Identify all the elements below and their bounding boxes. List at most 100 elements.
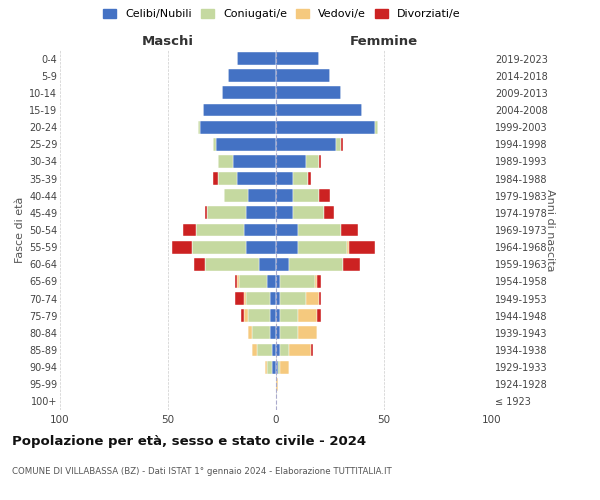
Bar — [293, 206, 323, 220]
Bar — [298, 326, 317, 340]
Bar — [214, 172, 218, 185]
Bar — [276, 326, 280, 340]
Bar — [252, 326, 269, 340]
Bar — [276, 378, 278, 390]
Bar — [205, 206, 207, 220]
Bar — [246, 240, 276, 254]
Bar — [280, 275, 315, 288]
Bar — [269, 326, 276, 340]
Bar — [241, 310, 244, 322]
Bar — [244, 224, 276, 236]
Bar — [272, 360, 276, 374]
Bar — [308, 172, 311, 185]
Bar — [280, 292, 306, 305]
Bar — [276, 240, 298, 254]
Text: COMUNE DI VILLABASSA (BZ) - Dati ISTAT 1° gennaio 2024 - Elaborazione TUTTITALIA: COMUNE DI VILLABASSA (BZ) - Dati ISTAT 1… — [12, 468, 392, 476]
Bar — [276, 258, 289, 270]
Text: Popolazione per età, sesso e stato civile - 2024: Popolazione per età, sesso e stato civil… — [12, 435, 366, 448]
Bar — [278, 360, 280, 374]
Bar — [235, 292, 244, 305]
Bar — [276, 86, 341, 100]
Bar — [343, 258, 360, 270]
Bar — [244, 292, 246, 305]
Bar — [276, 190, 293, 202]
Bar — [269, 292, 276, 305]
Bar — [198, 120, 200, 134]
Bar — [276, 344, 280, 356]
Bar — [341, 224, 358, 236]
Bar — [218, 172, 237, 185]
Bar — [237, 52, 276, 65]
Bar — [276, 275, 280, 288]
Bar — [200, 120, 276, 134]
Bar — [276, 70, 330, 82]
Bar — [319, 190, 330, 202]
Bar — [341, 138, 343, 150]
Bar — [214, 138, 215, 150]
Y-axis label: Fasce di età: Fasce di età — [14, 197, 25, 263]
Bar — [323, 206, 334, 220]
Bar — [244, 310, 248, 322]
Bar — [317, 275, 322, 288]
Bar — [276, 120, 376, 134]
Bar — [280, 360, 289, 374]
Bar — [252, 344, 257, 356]
Bar — [229, 70, 276, 82]
Bar — [203, 104, 276, 117]
Bar — [315, 275, 317, 288]
Bar — [298, 310, 317, 322]
Bar — [248, 310, 269, 322]
Bar — [235, 275, 237, 288]
Bar — [280, 310, 298, 322]
Bar — [207, 206, 246, 220]
Y-axis label: Anni di nascita: Anni di nascita — [545, 188, 554, 271]
Bar — [268, 360, 272, 374]
Bar — [317, 310, 322, 322]
Text: Maschi: Maschi — [142, 34, 194, 48]
Bar — [215, 138, 276, 150]
Bar — [293, 172, 308, 185]
Bar — [306, 292, 319, 305]
Bar — [276, 138, 337, 150]
Bar — [276, 206, 293, 220]
Bar — [349, 240, 376, 254]
Bar — [224, 190, 248, 202]
Bar — [259, 258, 276, 270]
Bar — [337, 138, 341, 150]
Bar — [237, 172, 276, 185]
Bar — [347, 240, 349, 254]
Bar — [293, 190, 319, 202]
Bar — [183, 224, 196, 236]
Bar — [306, 155, 319, 168]
Bar — [192, 240, 246, 254]
Bar — [246, 206, 276, 220]
Bar — [218, 155, 233, 168]
Bar — [237, 275, 239, 288]
Bar — [289, 258, 343, 270]
Bar — [280, 326, 298, 340]
Bar — [319, 292, 322, 305]
Bar — [276, 310, 280, 322]
Bar — [239, 275, 268, 288]
Text: Femmine: Femmine — [350, 34, 418, 48]
Bar — [276, 292, 280, 305]
Bar — [289, 344, 311, 356]
Bar — [196, 224, 244, 236]
Bar — [257, 344, 272, 356]
Bar — [205, 258, 259, 270]
Bar — [376, 120, 377, 134]
Bar — [272, 344, 276, 356]
Bar — [280, 344, 289, 356]
Bar — [172, 240, 192, 254]
Bar — [276, 104, 362, 117]
Bar — [248, 190, 276, 202]
Bar — [276, 155, 306, 168]
Bar — [222, 86, 276, 100]
Bar — [246, 292, 269, 305]
Bar — [276, 52, 319, 65]
Legend: Celibi/Nubili, Coniugati/e, Vedovi/e, Divorziati/e: Celibi/Nubili, Coniugati/e, Vedovi/e, Di… — [100, 6, 464, 22]
Bar — [276, 360, 278, 374]
Bar — [298, 240, 347, 254]
Bar — [268, 275, 276, 288]
Bar — [269, 310, 276, 322]
